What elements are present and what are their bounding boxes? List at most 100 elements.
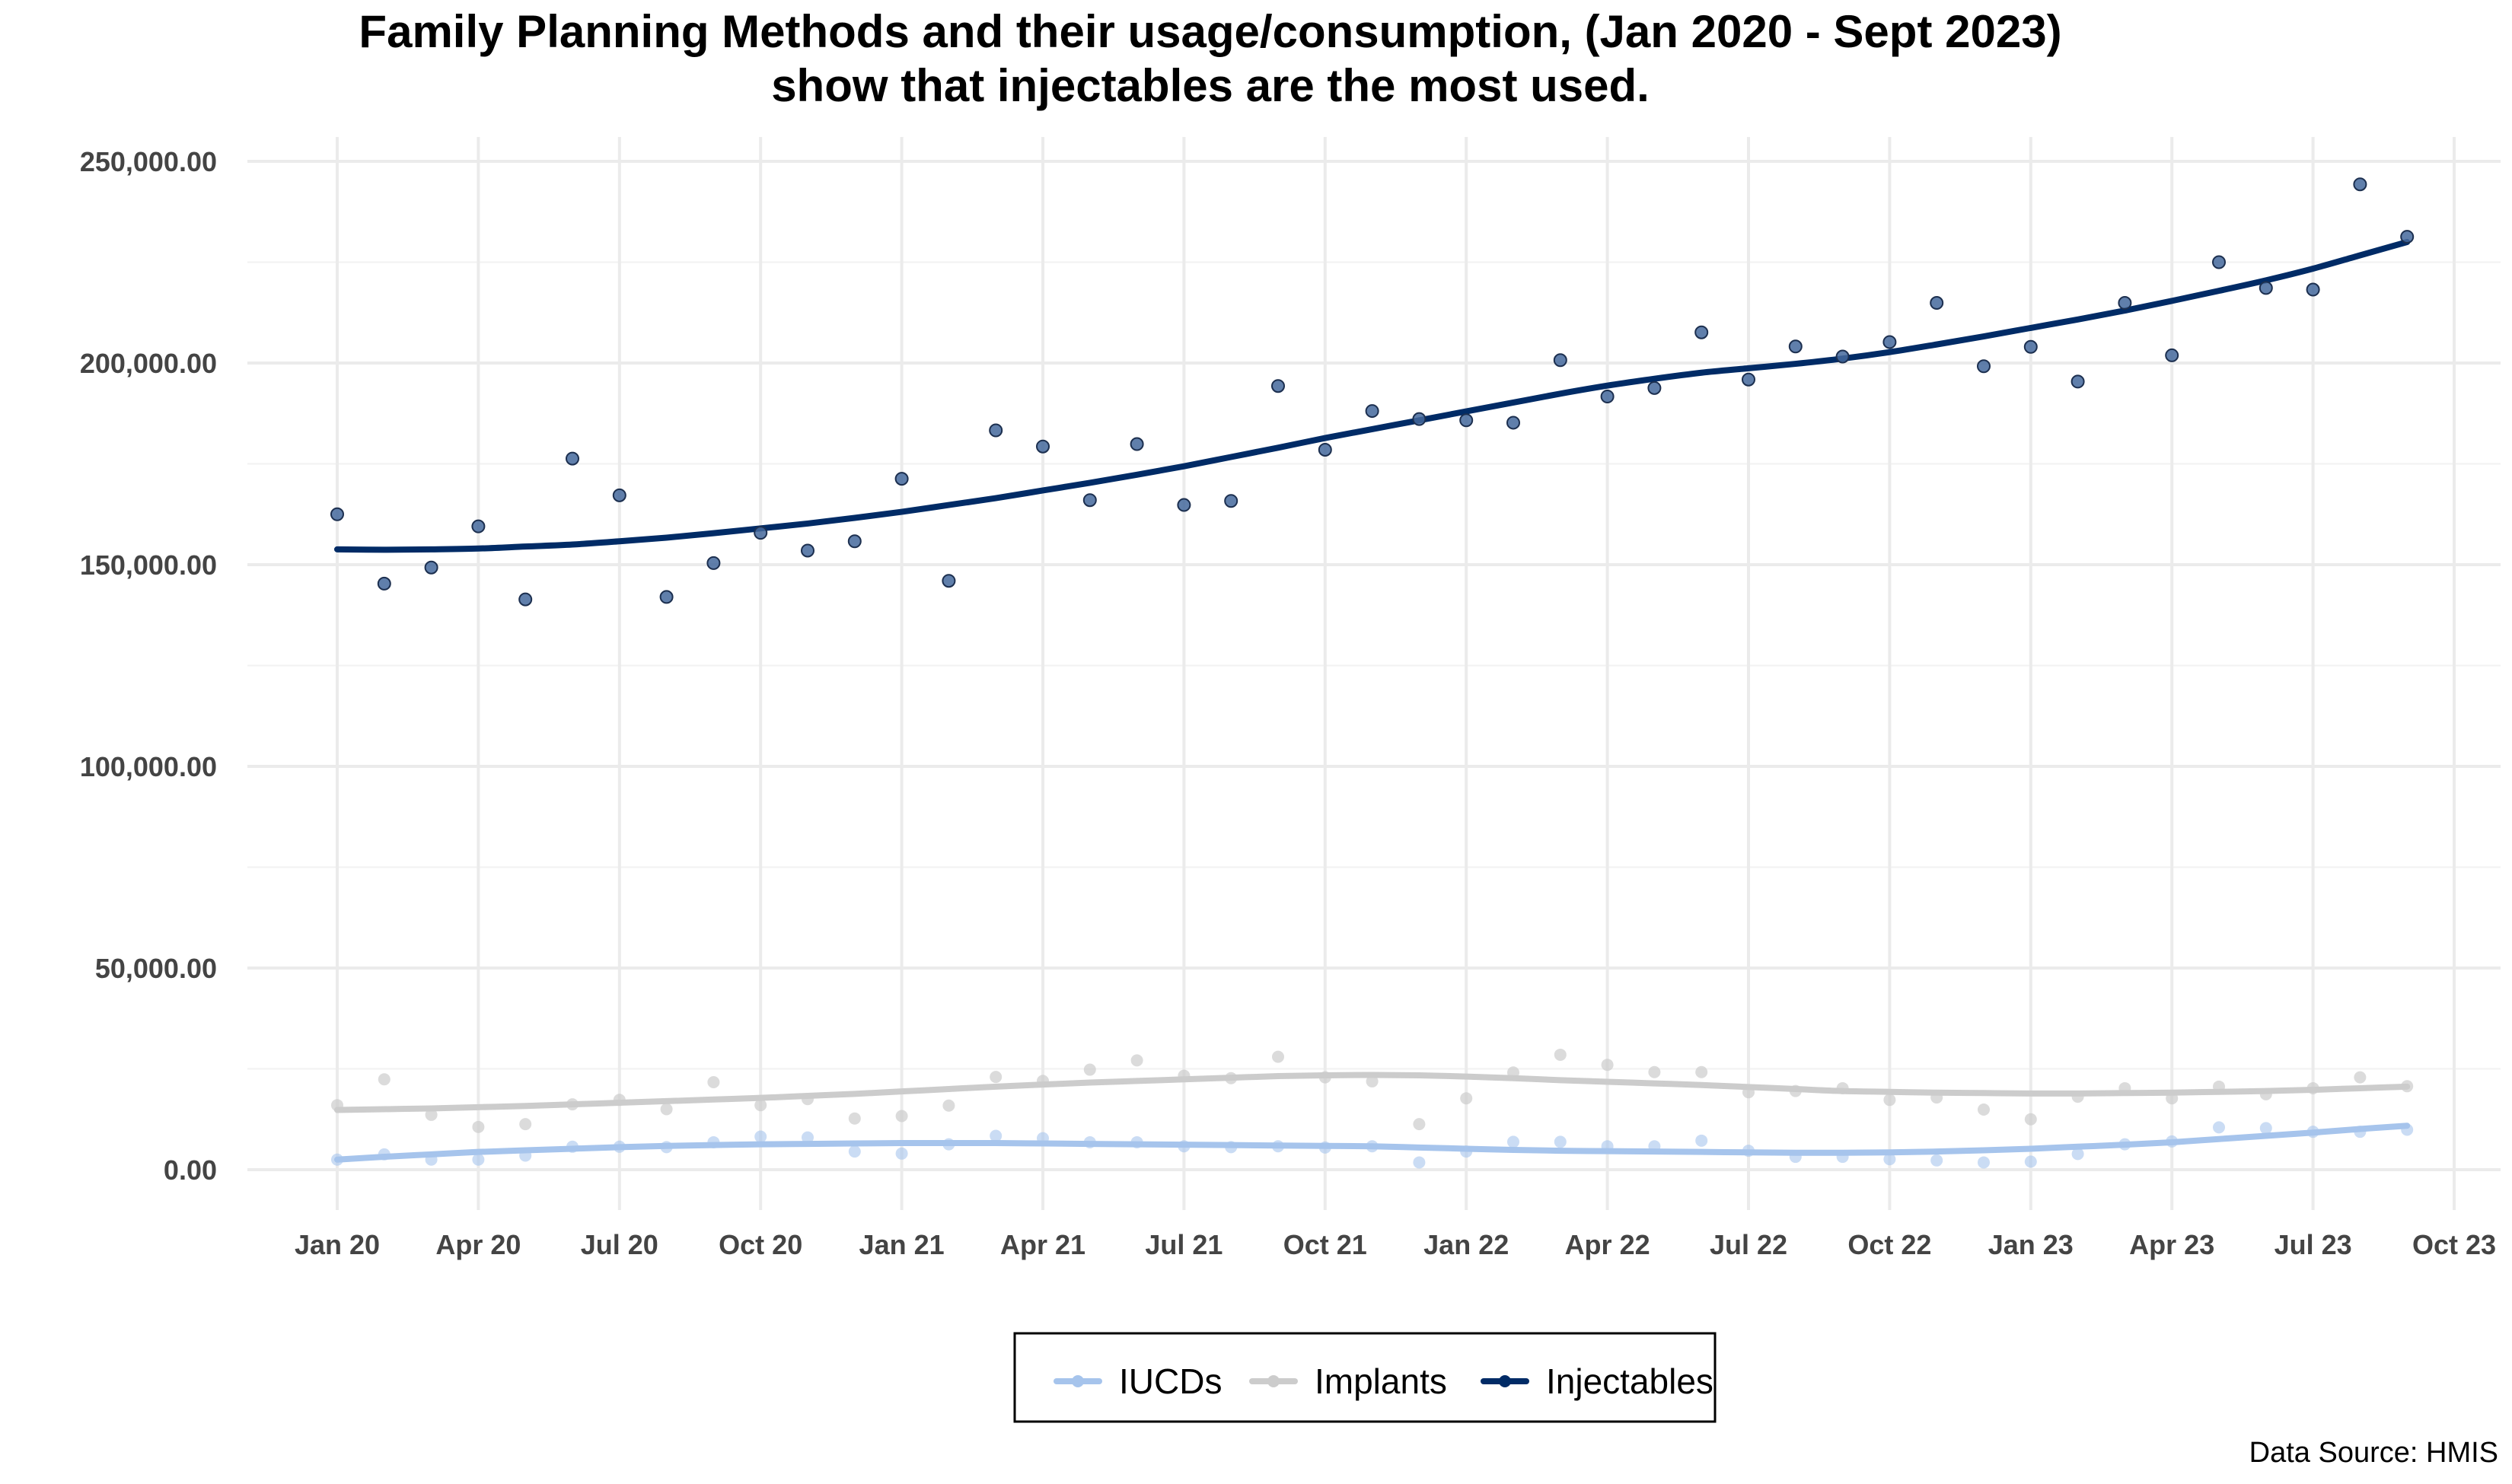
data-point-implants [472, 1120, 485, 1133]
x-tick-label: Jul 21 [1145, 1229, 1223, 1260]
data-point-implants [1648, 1065, 1661, 1078]
trend-line-injectables [334, 239, 2411, 553]
data-point-injectables [2070, 374, 2085, 389]
data-point-injectables [1600, 389, 1615, 403]
data-point-implants [613, 1094, 626, 1107]
data-point-implants [1601, 1059, 1614, 1072]
data-point-implants [2213, 1080, 2225, 1093]
data-point-injectables [1459, 413, 1474, 428]
data-point-iucds [1178, 1140, 1191, 1153]
data-point-injectables [2023, 339, 2038, 354]
data-point-implants [895, 1110, 908, 1123]
y-tick-label: 0.00 [164, 1154, 217, 1186]
x-tick-label: Apr 22 [1565, 1229, 1650, 1260]
data-point-iucds [1413, 1156, 1426, 1169]
data-point-implants [1130, 1054, 1143, 1067]
legend-label-implants: Implants [1315, 1361, 1447, 1401]
data-point-implants [1930, 1091, 1943, 1104]
data-point-iucds [566, 1140, 579, 1153]
data-point-implants [1318, 1071, 1331, 1084]
data-point-implants [1836, 1081, 1849, 1094]
data-point-iucds [1460, 1145, 1473, 1158]
legend-key-dot-implants [1267, 1375, 1280, 1387]
data-point-iucds [2024, 1155, 2037, 1168]
x-axis-ticks: Jan 20 Apr 20 Jul 20 Oct 20 Jan 21 Apr 21 Jul … [295, 1229, 2496, 1260]
data-point-iucds [2259, 1122, 2272, 1135]
data-point-injectables [1412, 412, 1427, 426]
data-point-implants [425, 1108, 438, 1121]
data-point-implants [1883, 1094, 1896, 1107]
data-point-injectables [1835, 349, 1850, 364]
data-point-injectables [1271, 379, 1285, 393]
data-point-implants [2166, 1092, 2179, 1105]
trend-line-implants [334, 1072, 2411, 1113]
data-point-implants [1037, 1075, 1049, 1088]
legend-key-dot-iucds [1072, 1375, 1084, 1387]
data-point-implants [1413, 1118, 1426, 1131]
data-point-iucds [1037, 1132, 1049, 1145]
data-point-iucds [378, 1148, 391, 1161]
data-point-injectables [1318, 442, 1332, 457]
x-tick-label: Jul 23 [2275, 1229, 2352, 1260]
data-source-note: Data Source: HMIS [2249, 1437, 2498, 1469]
data-point-implants [1272, 1050, 1284, 1063]
data-point-injectables [330, 507, 344, 521]
data-point-injectables [1365, 404, 1379, 419]
data-point-implants [2024, 1113, 2037, 1126]
data-point-iucds [1648, 1140, 1661, 1153]
data-point-implants [1789, 1084, 1802, 1097]
data-point-injectables [989, 423, 1003, 438]
data-point-implants [1083, 1063, 1096, 1076]
data-point-iucds [1930, 1154, 1943, 1167]
data-point-implants [2259, 1088, 2272, 1100]
data-point-injectables [1036, 439, 1050, 454]
data-point-iucds [707, 1135, 720, 1148]
data-point-injectables [377, 576, 391, 591]
data-point-injectables [1130, 437, 1144, 451]
data-point-implants [566, 1098, 579, 1111]
x-tick-label: Jan 23 [1988, 1229, 2074, 1260]
data-point-implants [2306, 1081, 2319, 1094]
data-point-iucds [1366, 1140, 1379, 1153]
data-point-iucds [1789, 1151, 1802, 1164]
data-point-injectables [1224, 494, 1238, 508]
data-point-iucds [660, 1141, 673, 1154]
data-point-iucds [1130, 1135, 1143, 1148]
data-point-implants [2401, 1080, 2414, 1093]
data-point-iucds [425, 1153, 438, 1166]
x-tick-label: Oct 20 [719, 1229, 802, 1260]
x-tick-label: Oct 21 [1283, 1229, 1367, 1260]
x-tick-label: Jan 20 [295, 1229, 380, 1260]
data-point-iucds [613, 1140, 626, 1153]
data-point-iucds [1978, 1156, 1990, 1169]
data-point-iucds [2166, 1135, 2179, 1148]
data-point-implants [1695, 1065, 1708, 1078]
data-point-injectables [612, 488, 626, 502]
data-point-iucds [1318, 1141, 1331, 1154]
data-point-implants [1507, 1066, 1519, 1079]
data-point-iucds [2071, 1148, 2084, 1161]
x-tick-label: Apr 21 [1000, 1229, 1085, 1260]
data-point-injectables [2259, 281, 2273, 295]
data-point-injectables [754, 526, 768, 540]
chart-title-line1: Family Planning Methods and their usage/… [359, 6, 2061, 57]
data-point-injectables [1694, 325, 1709, 339]
data-point-injectables [2118, 296, 2132, 310]
data-point-injectables [1082, 493, 1097, 508]
x-tick-label: Jan 22 [1423, 1229, 1509, 1260]
data-point-implants [1978, 1103, 1990, 1116]
grid [247, 137, 2501, 1210]
data-point-injectables [894, 472, 909, 486]
x-tick-label: Oct 23 [2412, 1229, 2496, 1260]
y-tick-label: 200,000.00 [80, 348, 217, 379]
data-point-implants [660, 1103, 673, 1116]
data-point-iucds [472, 1153, 485, 1166]
data-point-injectables [1647, 381, 1662, 395]
data-point-iucds [802, 1131, 814, 1144]
data-point-iucds [990, 1129, 1003, 1142]
data-point-injectables [1742, 372, 1755, 387]
data-point-iucds [895, 1147, 908, 1160]
data-point-iucds [1601, 1140, 1614, 1153]
data-point-implants [1225, 1072, 1238, 1084]
data-point-injectables [2306, 282, 2320, 297]
